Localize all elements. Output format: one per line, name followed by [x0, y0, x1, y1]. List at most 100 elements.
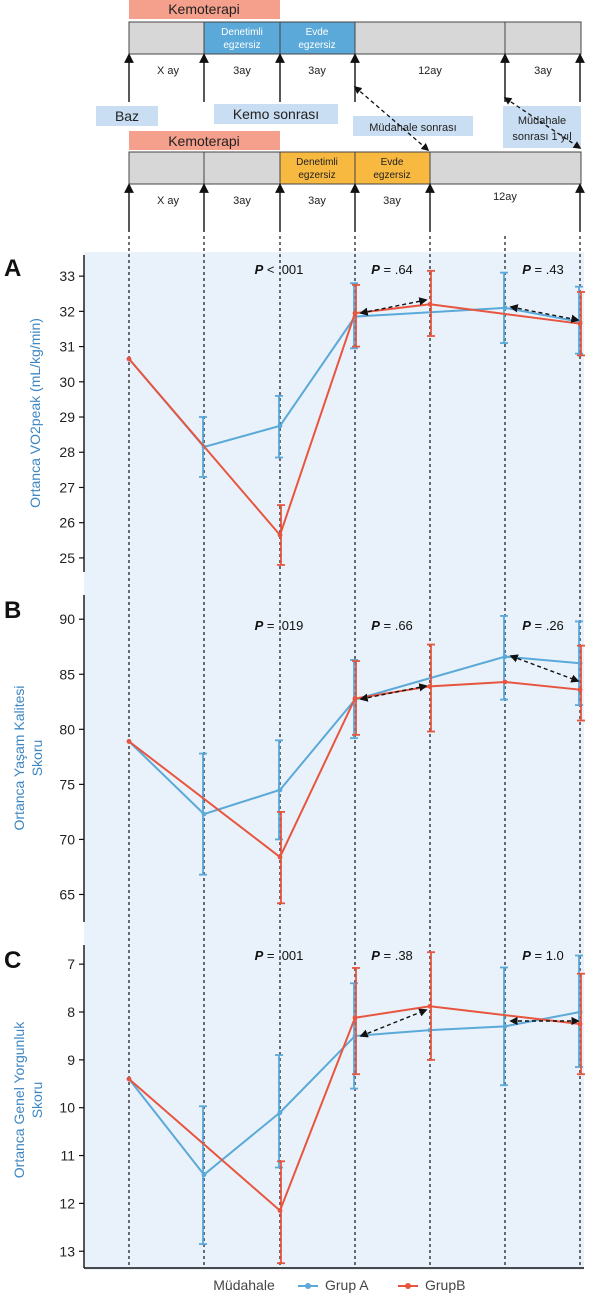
- data-point-b: [427, 301, 433, 307]
- data-point-b: [577, 321, 583, 327]
- y-tick-label: 31: [59, 339, 75, 355]
- y-tick-label: 29: [59, 409, 75, 425]
- phase-b-home-label-2: egzersiz: [373, 170, 410, 181]
- phase-a-final: [504, 21, 582, 55]
- data-point-b: [427, 683, 433, 689]
- p-value: P < .001: [255, 262, 304, 277]
- y-tick-label: 32: [59, 303, 75, 319]
- p-value: P = 1.0: [522, 948, 564, 963]
- y-tick-label: 33: [59, 268, 75, 284]
- data-point-b: [502, 679, 508, 685]
- duration-b-1: 3ay: [233, 195, 251, 207]
- y-axis-label-line1: Ortanca Genel Yorgunluk: [11, 1021, 27, 1178]
- y-tick-label: 30: [59, 374, 75, 390]
- y-tick-label: 28: [59, 444, 75, 460]
- y-tick-label: 85: [59, 666, 75, 682]
- duration-a-3: 12ay: [418, 65, 442, 77]
- panel-letter-a: A: [4, 255, 21, 282]
- panel-letter-c: C: [4, 947, 21, 974]
- y-tick-label: 25: [59, 550, 75, 566]
- p-value: P = .66: [371, 618, 413, 633]
- legend-marker-b: [405, 1283, 411, 1289]
- data-point-a: [277, 787, 283, 793]
- legend-label-a: Grup A: [325, 1277, 369, 1293]
- data-point-b: [277, 1208, 283, 1213]
- duration-b-4: 12ay: [493, 191, 517, 203]
- p-value: P = .43: [522, 262, 564, 277]
- phase-b-followup: [429, 151, 582, 185]
- timeline-group-b: Kemoterapi Denetimli egzersiz Evde egzer…: [128, 131, 582, 207]
- legend-label-b: GrupB: [425, 1277, 465, 1293]
- y-tick-label: 10: [59, 1100, 75, 1116]
- timeline-map-arrow-2: [503, 97, 582, 149]
- data-point-b: [352, 1015, 358, 1021]
- y-axis-label-line1: Ortanca Yaşam Kalitesi: [11, 686, 27, 831]
- data-point-b: [577, 687, 583, 693]
- data-point-a: [201, 1172, 207, 1178]
- panel-b: 65 70 75 80 85 90 Ortanca Yaşam Kalitesi Skoru P…: [11, 595, 585, 922]
- duration-a-0: X ay: [157, 65, 180, 77]
- y-tick-label: 9: [67, 1052, 75, 1068]
- timepoint-guides: [128, 236, 581, 1268]
- comparison-arrow: [509, 654, 580, 683]
- data-point-b: [126, 739, 132, 744]
- phase-b-wait: [203, 151, 281, 185]
- y-tick-label: 11: [60, 1148, 75, 1164]
- y-tick-label: 27: [59, 479, 75, 495]
- data-point-a: [277, 423, 283, 429]
- duration-a-2: 3ay: [308, 65, 326, 77]
- duration-b-2: 3ay: [308, 195, 326, 207]
- p-value: P = .001: [255, 948, 304, 963]
- label-baseline-box: [96, 106, 158, 126]
- y-tick-label: 26: [59, 515, 75, 531]
- phase-b-supervised: [279, 151, 356, 185]
- y-tick-label: 65: [59, 886, 75, 902]
- y-tick-label: 80: [59, 721, 75, 737]
- label-post-intervention: Müdahale sonrası: [369, 122, 456, 134]
- phase-a-home: [279, 21, 356, 55]
- y-axis-label-line2: Skoru: [29, 740, 45, 777]
- chemo-bar-a: [129, 0, 280, 19]
- phase-a-home-label-1: Evde: [306, 27, 329, 38]
- chemo-bar-b: [129, 131, 280, 150]
- y-tick-label: 7: [67, 956, 75, 972]
- label-post-chemo: Kemo sonrası: [233, 106, 319, 122]
- y-tick-label: 75: [59, 776, 75, 792]
- phase-b-supervised-label-1: Denetimli: [296, 157, 338, 168]
- data-point-a: [502, 1023, 508, 1029]
- data-point-a: [502, 305, 508, 311]
- data-point-b: [126, 356, 132, 362]
- y-tick-label: 13: [59, 1243, 75, 1259]
- data-point-b: [277, 854, 283, 860]
- data-point-a: [502, 654, 508, 660]
- phase-a-followup: [354, 21, 506, 55]
- p-value: P = .019: [255, 618, 304, 633]
- timeline-group-a: Kemoterapi Denetimli egzersiz Evde egzer…: [128, 0, 582, 77]
- legend-marker-a: [305, 1283, 311, 1289]
- y-tick-label: 8: [67, 1004, 75, 1020]
- chemo-label-b: Kemoterapi: [168, 133, 240, 149]
- y-tick-label: 12: [59, 1195, 75, 1211]
- plot-background: [84, 252, 584, 1270]
- phase-a-supervised-label-2: egzersiz: [223, 40, 260, 51]
- panel-c: 7 8 9 10 11 12 13 Ortanca Genel Yorgunluk Skoru P…: [11, 945, 585, 1269]
- data-point-b: [352, 310, 358, 316]
- panel-letter-b: B: [4, 597, 21, 624]
- y-axis-label-line2: Skoru: [29, 1082, 45, 1119]
- p-value: P = .38: [371, 948, 413, 963]
- duration-b-0: X ay: [157, 195, 180, 207]
- p-value: P = .26: [522, 618, 564, 633]
- label-one-year-1: Müdahale: [518, 115, 566, 127]
- phase-b-home-label-1: Evde: [381, 157, 404, 168]
- chemo-label-a: Kemoterapi: [168, 1, 240, 17]
- data-point-b: [427, 1003, 433, 1009]
- phase-a-chemo: [128, 21, 205, 55]
- data-point-b: [352, 696, 358, 701]
- duration-a-4: 3ay: [534, 65, 552, 77]
- panel-a: 25 26 27 28 29 30 31 32 33 Ortanca VO2peak (mL/kg…: [27, 255, 585, 572]
- phase-b-chemo: [128, 151, 205, 185]
- label-baseline: Baz: [115, 108, 139, 124]
- phase-a-home-label-2: egzersiz: [298, 40, 335, 51]
- y-axis-label: Ortanca VO2peak (mL/kg/min): [27, 318, 43, 508]
- data-point-a: [201, 811, 207, 817]
